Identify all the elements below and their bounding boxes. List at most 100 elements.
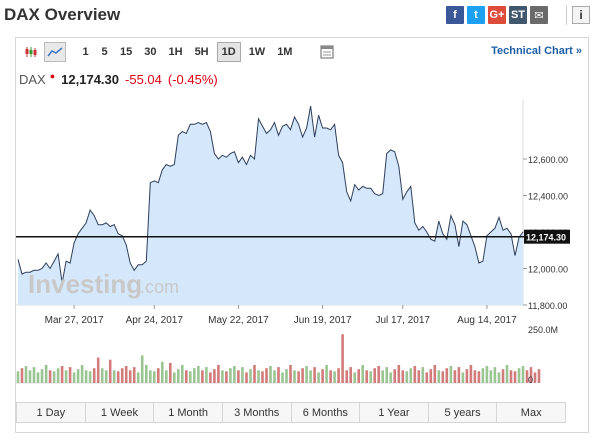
volume-bar <box>345 370 348 383</box>
volume-bar <box>441 371 445 383</box>
volume-bar <box>509 370 513 383</box>
volume-bar <box>393 369 396 383</box>
quote-last-price: 12,174.30 <box>61 72 120 87</box>
volume-bar <box>429 369 433 383</box>
interval-1m-button[interactable]: 1M <box>277 46 293 58</box>
volume-bar <box>161 361 164 383</box>
current-price-label: 12,174.30 <box>526 233 566 243</box>
volume-bar <box>165 370 168 383</box>
volume-bar <box>269 366 272 383</box>
volume-bar <box>293 370 296 383</box>
volume-bar <box>104 370 108 383</box>
range-5-years-button[interactable]: 5 years <box>429 403 498 422</box>
interval-15-button[interactable]: 15 <box>120 46 133 58</box>
volume-bar <box>317 372 320 383</box>
twitter-icon[interactable]: t <box>467 6 485 24</box>
volume-min-label: 0 <box>528 375 533 385</box>
volume-bar <box>128 370 132 383</box>
email-icon[interactable]: ✉ <box>530 6 548 24</box>
volume-bar <box>305 366 308 383</box>
volume-bar <box>265 368 268 383</box>
volume-bar <box>357 369 360 383</box>
y-tick-label: 12,400.00 <box>528 192 568 202</box>
interval-30-button[interactable]: 30 <box>144 46 157 58</box>
range-1-day-button[interactable]: 1 Day <box>17 403 86 422</box>
range-3-months-button[interactable]: 3 Months <box>223 403 292 422</box>
volume-bar <box>337 368 340 383</box>
watermark-suffix: .com <box>140 277 179 297</box>
interval-1-button[interactable]: 1 <box>82 46 89 58</box>
volume-bar <box>60 366 64 383</box>
volume-bar <box>209 372 212 383</box>
facebook-icon[interactable]: f <box>446 6 464 24</box>
range-1-week-button[interactable]: 1 Week <box>86 403 155 422</box>
chart-panel: 1 5 15 30 1H 5H 1D 1W 1M Technical Chart » DAX ●… <box>15 37 589 433</box>
live-indicator-icon: ● <box>49 71 56 81</box>
info-icon[interactable]: i <box>572 6 590 24</box>
volume-bar <box>385 367 388 383</box>
volume-bar <box>16 371 20 383</box>
volume-bar <box>233 366 236 383</box>
interval-1d-button[interactable]: 1D <box>216 42 241 62</box>
volume-bar <box>237 370 240 383</box>
interval-selector: 1 5 15 30 1H 5H 1D 1W 1M <box>78 42 298 62</box>
volume-bar <box>365 370 368 383</box>
volume-bar <box>253 365 256 383</box>
interval-5-button[interactable]: 5 <box>101 46 108 58</box>
volume-bar <box>205 367 208 383</box>
volume-bar <box>241 367 244 383</box>
stocktwits-icon[interactable]: ST <box>509 6 527 24</box>
volume-bar <box>149 370 152 383</box>
technical-chart-link[interactable]: Technical Chart » <box>491 45 582 57</box>
volume-bar <box>193 368 196 383</box>
volume-bar <box>169 362 172 383</box>
range-1-month-button[interactable]: 1 Month <box>154 403 223 422</box>
time-range-selector: 1 Day 1 Week 1 Month 3 Months 6 Months 1 Year… <box>16 402 566 423</box>
volume-bar <box>313 367 316 383</box>
volume-bar <box>537 369 541 383</box>
quote-change: -55.04 <box>125 72 162 87</box>
volume-bar <box>76 369 80 383</box>
volume-bar <box>473 370 477 383</box>
volume-bar <box>197 366 200 383</box>
volume-bar <box>36 372 40 383</box>
volume-bar <box>465 369 469 383</box>
price-series-line <box>17 106 524 284</box>
volume-bar <box>213 369 216 383</box>
volume-bar <box>461 372 465 383</box>
volume-bar <box>249 369 252 383</box>
range-6-months-button[interactable]: 6 Months <box>292 403 361 422</box>
volume-bar <box>181 365 184 383</box>
volume-bar <box>273 370 276 383</box>
x-tick-label: May 22, 2017 <box>208 315 269 326</box>
area-chart-icon[interactable] <box>44 42 66 62</box>
price-chart[interactable]: Investing.com12,600.0012,400.0012,200.00… <box>16 38 588 398</box>
quote-header: DAX ● 12,174.30 -55.04 (-0.45%) <box>19 71 218 87</box>
quote-change-percent: (-0.45%) <box>167 72 218 87</box>
volume-bar <box>217 365 220 383</box>
volume-bar <box>481 368 485 383</box>
interval-1h-button[interactable]: 1H <box>168 46 183 58</box>
volume-bar <box>120 368 124 383</box>
volume-bar <box>505 365 509 383</box>
volume-bar <box>28 370 32 383</box>
volume-bar <box>201 370 204 383</box>
volume-bar <box>421 367 425 383</box>
range-1-year-button[interactable]: 1 Year <box>360 403 429 422</box>
volume-bar <box>52 371 56 383</box>
volume-bar <box>401 370 405 383</box>
googleplus-icon[interactable]: G+ <box>488 6 506 24</box>
volume-bar <box>329 370 332 383</box>
range-max-button[interactable]: Max <box>520 406 542 419</box>
calendar-icon[interactable] <box>316 42 338 62</box>
volume-bar <box>369 371 372 383</box>
volume-bar <box>297 371 300 383</box>
interval-1w-button[interactable]: 1W <box>248 46 266 58</box>
volume-bar <box>92 368 96 383</box>
candlestick-icon[interactable] <box>20 42 42 62</box>
chart-toolbar: 1 5 15 30 1H 5H 1D 1W 1M Technical Chart » <box>16 38 588 66</box>
volume-bar <box>24 366 28 383</box>
volume-bar <box>405 371 409 383</box>
volume-bar <box>88 371 92 383</box>
interval-5h-button[interactable]: 5H <box>194 46 209 58</box>
